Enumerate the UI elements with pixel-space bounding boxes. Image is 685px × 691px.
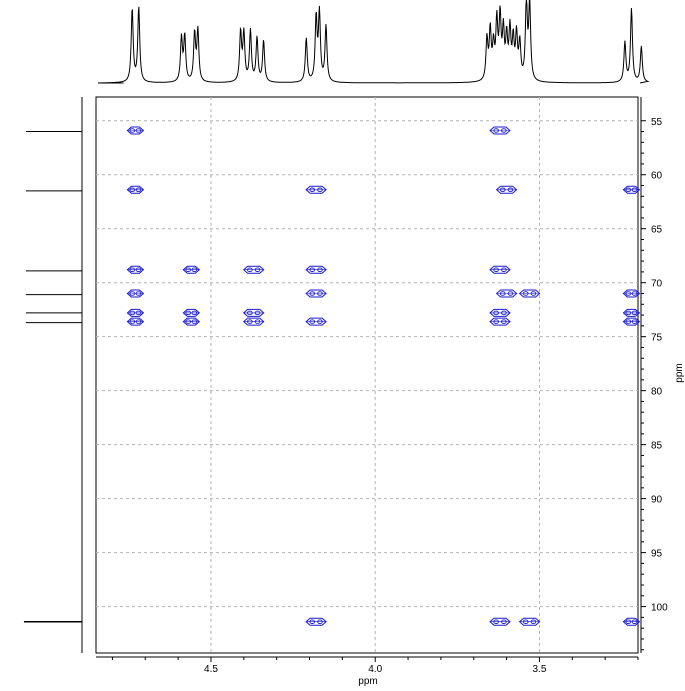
cross-peak — [242, 265, 265, 274]
y-tick-label: 85 — [651, 441, 663, 452]
cross-peak — [182, 308, 201, 317]
cross-peak — [126, 265, 145, 274]
cross-peak — [622, 308, 641, 317]
plot-area — [95, 96, 641, 654]
f1-projection — [23, 97, 83, 653]
x-tick-label: 4.0 — [368, 664, 382, 675]
cross-peak — [489, 265, 511, 274]
cross-peak — [182, 265, 201, 274]
cross-peak — [305, 317, 327, 326]
y-tick-label: 75 — [651, 333, 663, 344]
y-tick-label: 90 — [651, 495, 663, 506]
f2-projection — [97, 0, 650, 84]
cross-peak — [489, 617, 511, 626]
x-tick-label: 3.5 — [533, 664, 547, 675]
grid-lines — [96, 97, 638, 653]
f2-trace — [97, 0, 650, 84]
cross-peaks — [126, 126, 641, 626]
cross-peak — [305, 617, 327, 626]
y-tick-label: 95 — [651, 549, 663, 560]
cross-peak-outer-contour — [242, 308, 265, 317]
cross-peak — [622, 317, 641, 326]
cross-peak — [489, 317, 511, 326]
cross-peak — [126, 317, 145, 326]
plot-frame — [95, 96, 639, 654]
cross-peak — [495, 289, 518, 298]
cross-peak — [126, 126, 145, 135]
cross-peak — [126, 289, 145, 298]
cross-peak — [305, 185, 327, 194]
y-tick-label: 70 — [651, 279, 663, 290]
cross-peak — [518, 617, 541, 626]
cross-peak — [622, 289, 641, 298]
cross-peak — [242, 308, 265, 317]
cross-peak — [495, 185, 518, 194]
y-axis-label: ppm — [674, 363, 685, 382]
cross-peak — [126, 308, 145, 317]
y-axis: 55 60 65 70 75 80 85 90 95 100 — [640, 97, 668, 653]
cross-peak — [622, 617, 641, 626]
cross-peak — [489, 126, 511, 135]
cross-peak — [518, 289, 541, 298]
y-tick-label: 100 — [651, 603, 668, 614]
cross-peak-outer-contour — [242, 265, 265, 274]
y-tick-label: 65 — [651, 225, 663, 236]
cross-peak — [489, 308, 511, 317]
x-axis-label: ppm — [358, 676, 377, 686]
cross-peak — [305, 265, 327, 274]
cross-peak — [126, 185, 145, 194]
cross-peak — [305, 289, 327, 298]
x-tick-label: 4.5 — [204, 664, 218, 675]
cross-peak — [622, 185, 641, 194]
cross-peak — [182, 317, 201, 326]
y-tick-label: 55 — [651, 117, 663, 128]
y-tick-label: 80 — [651, 387, 663, 398]
cross-peak — [242, 317, 265, 326]
x-axis: 4.5 4.0 3.5 — [96, 656, 639, 675]
cross-peak-outer-contour — [242, 317, 265, 326]
y-tick-label: 60 — [651, 171, 663, 182]
